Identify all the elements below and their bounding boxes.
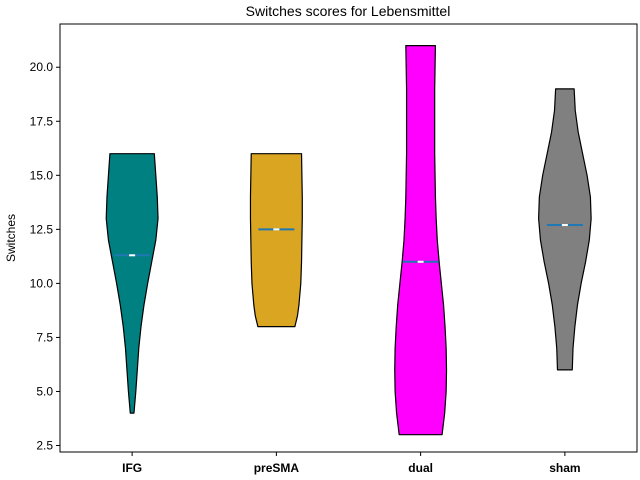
x-tick-label: preSMA	[254, 461, 300, 475]
y-tick-label: 10.0	[30, 276, 54, 290]
x-tick-label: sham	[549, 461, 580, 475]
violin-sham	[538, 88, 592, 371]
violin-dual	[394, 45, 448, 436]
y-tick-label: 12.5	[30, 222, 54, 236]
y-tick-label: 5.0	[36, 384, 53, 398]
chart-title: Switches scores for Lebensmittel	[246, 3, 451, 19]
x-tick-label: dual	[408, 461, 433, 475]
x-axis: IFG preSMA dual sham	[122, 452, 581, 475]
violins-layer	[105, 45, 592, 436]
y-tick-label: 7.5	[36, 330, 53, 344]
plot-frame	[59, 23, 638, 453]
x-tick-label: IFG	[122, 461, 142, 475]
y-tick-label: 17.5	[30, 114, 54, 128]
violin-presma	[249, 153, 303, 328]
violin-ifg	[105, 153, 159, 414]
y-axis-label: Switches	[4, 214, 18, 262]
y-tick-label: 20.0	[30, 60, 54, 74]
y-tick-label: 15.0	[30, 168, 54, 182]
y-axis: 2.5 5.0 7.5 10.0 12.5 15.0 17.5 20.0	[30, 60, 60, 453]
y-tick-label: 2.5	[36, 439, 53, 453]
